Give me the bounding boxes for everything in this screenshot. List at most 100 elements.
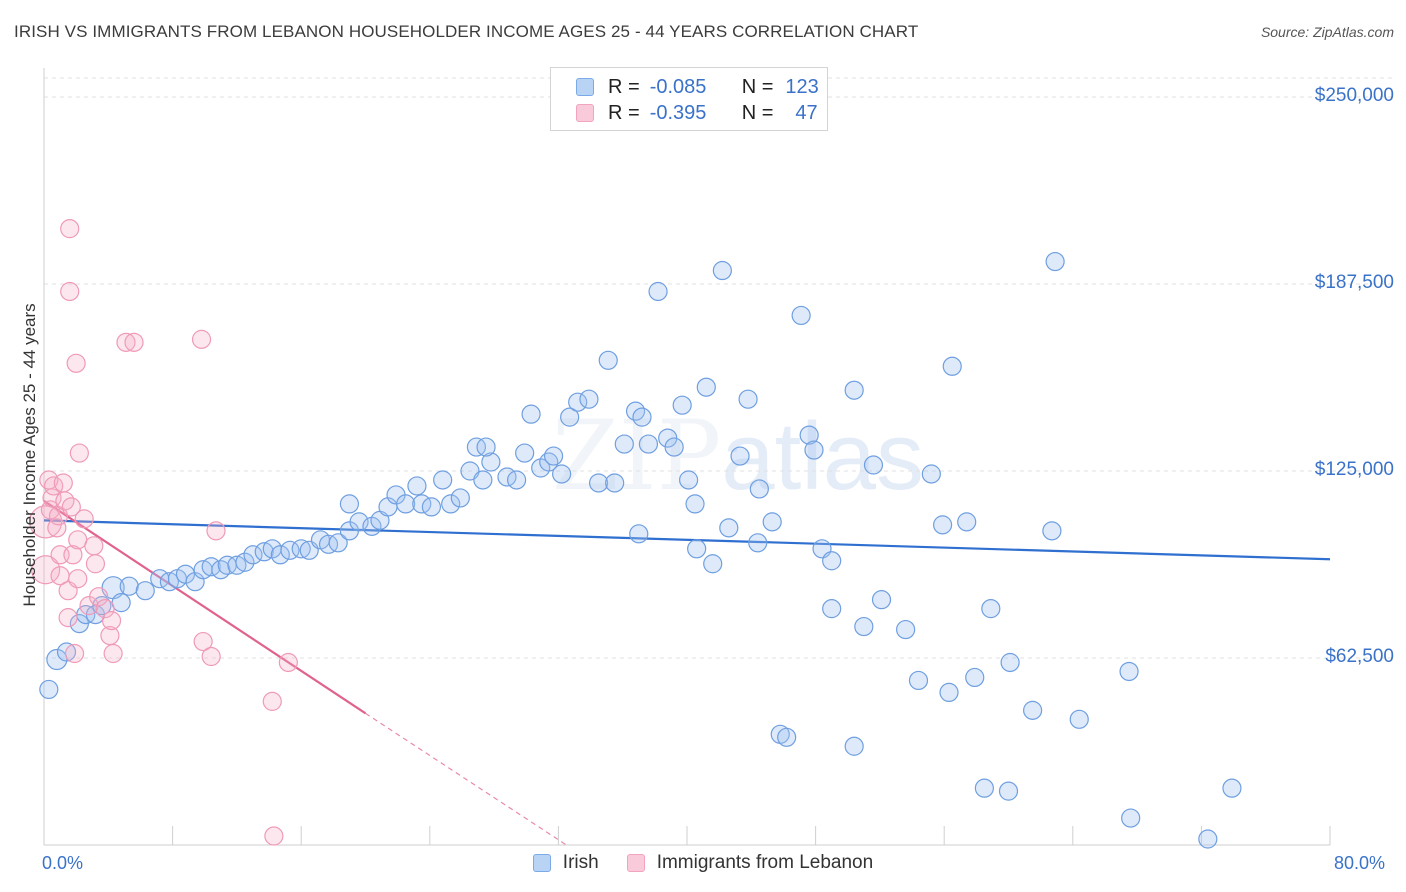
irish-point	[433, 470, 453, 490]
irish-point	[450, 488, 470, 508]
irish-point	[957, 512, 977, 532]
lebanon-trend-extension	[365, 712, 567, 846]
irish-point	[908, 670, 929, 691]
legend-swatch-irish	[576, 78, 594, 96]
legend-r-value: -0.085	[649, 75, 707, 98]
irish-point	[799, 425, 819, 445]
y-tick-label: $250,000	[1314, 85, 1394, 106]
irish-point	[1023, 700, 1043, 720]
irish-point	[696, 377, 716, 397]
lebanon-point	[116, 332, 136, 352]
irish-point	[719, 518, 739, 538]
lebanon-point	[262, 691, 282, 711]
lebanon-point	[84, 536, 104, 556]
irish-point	[56, 642, 77, 662]
irish-point	[579, 389, 599, 409]
y-tick-label: $62,500	[1325, 646, 1394, 667]
irish-point	[473, 470, 493, 490]
irish-point	[687, 539, 707, 559]
irish-point	[515, 443, 535, 463]
irish-point	[932, 515, 953, 535]
irish-point	[629, 524, 649, 544]
lebanon-point	[69, 443, 89, 463]
irish-point	[672, 395, 692, 415]
irish-point	[175, 564, 196, 584]
source-label: Source: ZipAtlas.com	[1260, 24, 1394, 40]
legend-swatch-lebanon	[576, 104, 594, 122]
irish-point	[1000, 652, 1020, 673]
bottom-legend: Irish Immigrants from Lebanon	[0, 852, 1406, 874]
irish-point	[598, 350, 618, 370]
irish-point	[407, 476, 427, 496]
irish-point	[679, 470, 699, 490]
lebanon-points	[29, 219, 298, 846]
irish-point	[235, 552, 255, 572]
irish-point	[939, 682, 959, 703]
irish-point	[974, 778, 994, 798]
irish-point	[328, 533, 348, 553]
chart-title: IRISH VS IMMIGRANTS FROM LEBANON HOUSEHO…	[14, 22, 919, 41]
irish-point	[111, 593, 131, 613]
irish-point	[921, 464, 941, 484]
irish-point	[1222, 778, 1242, 798]
irish-point	[135, 581, 155, 601]
irish-point	[318, 534, 339, 554]
lebanon-point	[63, 545, 83, 565]
lebanon-point	[53, 473, 73, 493]
irish-point	[568, 392, 588, 412]
irish-point	[39, 679, 59, 700]
irish-point	[605, 473, 625, 493]
lebanon-point	[74, 509, 94, 529]
lebanon-point	[206, 521, 226, 541]
irish-point	[441, 494, 461, 514]
irish-point	[1042, 521, 1062, 541]
irish-point	[521, 404, 541, 424]
legend-r-label: R =	[608, 101, 640, 124]
legend-row-lebanon: R = -0.395 N = 47	[576, 101, 818, 125]
bottom-legend-lebanon: Immigrants from Lebanon	[626, 852, 874, 874]
lebanon-point	[103, 643, 123, 664]
irish-point	[871, 590, 892, 610]
irish-point	[730, 446, 750, 466]
legend: R = -0.085 N = 123 R = -0.395 N = 47	[550, 67, 828, 131]
lebanon-trend-line	[43, 500, 367, 715]
bottom-legend-label-lebanon: Immigrants from Lebanon	[656, 852, 874, 873]
irish-point	[1198, 829, 1218, 849]
bottom-legend-swatch-lebanon	[626, 854, 645, 872]
irish-point	[46, 648, 68, 671]
irish-point	[685, 494, 705, 514]
lebanon-point	[68, 530, 88, 550]
irish-point	[339, 494, 360, 514]
lebanon-point	[60, 281, 80, 302]
irish-point	[748, 533, 768, 553]
irish-trend-line	[43, 519, 1331, 561]
legend-n-label: N =	[741, 75, 774, 98]
irish-point	[712, 260, 732, 281]
lebanon-point	[191, 329, 212, 349]
bottom-legend-irish: Irish	[532, 852, 599, 874]
irish-point	[804, 440, 824, 460]
legend-r-label: R =	[608, 75, 640, 98]
irish-point	[965, 667, 985, 688]
lebanon-point	[29, 505, 63, 539]
y-axis-label: Householder Income Ages 25 - 44 years	[20, 303, 39, 607]
irish-point	[632, 407, 652, 427]
lebanon-point	[89, 587, 109, 607]
irish-point	[738, 389, 758, 409]
irish-point	[942, 356, 962, 376]
lebanon-point	[201, 646, 221, 667]
irish-point	[396, 494, 416, 514]
irish-point	[291, 539, 311, 559]
lebanon-point	[47, 518, 67, 538]
lebanon-point	[124, 332, 144, 352]
legend-row-irish: R = -0.085 N = 123	[576, 75, 819, 99]
irish-point	[762, 512, 782, 532]
lebanon-point	[264, 826, 284, 846]
legend-n-value: 123	[785, 75, 819, 98]
irish-point	[481, 452, 501, 472]
irish-point	[863, 455, 884, 475]
irish-point	[822, 551, 842, 571]
irish-point	[664, 437, 684, 457]
irish-trend	[43, 519, 1331, 561]
legend-n-value: 47	[795, 101, 818, 124]
